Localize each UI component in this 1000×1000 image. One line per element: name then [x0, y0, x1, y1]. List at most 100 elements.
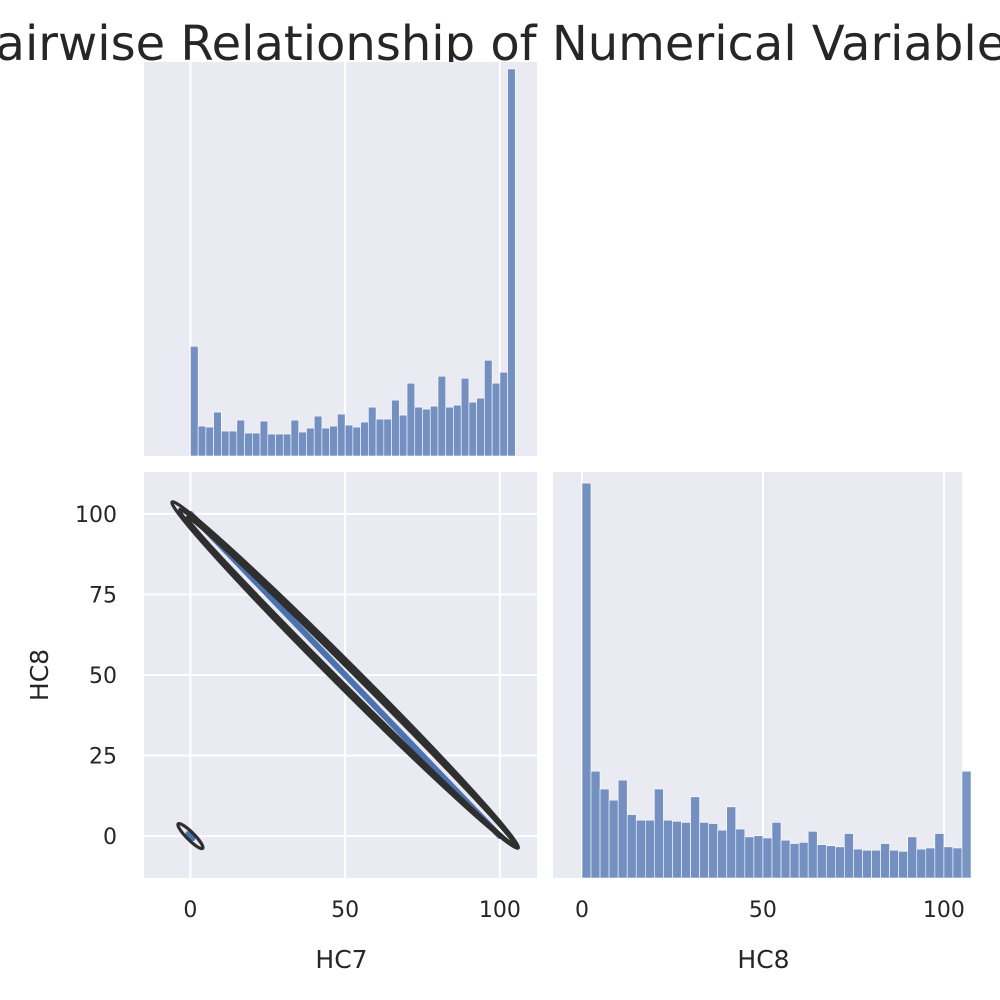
- histogram-bar: [581, 482, 592, 879]
- histogram-bar: [943, 846, 954, 879]
- histogram-bar: [360, 421, 369, 457]
- histogram-bar: [429, 405, 439, 457]
- histogram-bar: [499, 371, 508, 457]
- x-tick-label: 50: [749, 898, 777, 923]
- x-axis-label-hc7: HC7: [315, 945, 367, 974]
- histogram-bar: [290, 419, 300, 457]
- histogram-bar: [437, 375, 447, 457]
- histogram-bar: [654, 788, 664, 879]
- histogram-bar: [735, 828, 746, 879]
- x-tick-label: 0: [183, 898, 197, 923]
- histogram-bar: [835, 846, 845, 879]
- y-axis-label-hc8: HC8: [25, 649, 54, 701]
- histogram-bar: [453, 404, 462, 457]
- y-tick-label: 50: [89, 664, 117, 689]
- histogram-bar: [267, 433, 276, 457]
- histogram-bar: [672, 820, 682, 879]
- histogram-bar: [844, 833, 854, 879]
- histogram-bar: [468, 401, 477, 457]
- x-tick-label: 100: [923, 898, 965, 923]
- kde-plot-hc7-hc8: 0 25 50 75 100 0 50 100 HC7 HC8: [25, 472, 537, 974]
- histogram-bar: [391, 399, 400, 457]
- histogram-bar: [871, 849, 881, 879]
- y-tick-label: 25: [89, 745, 117, 770]
- histogram-bar: [789, 843, 800, 879]
- histogram-bar: [228, 430, 238, 457]
- histogram-bar: [907, 836, 918, 879]
- histogram-bar: [368, 406, 377, 457]
- histogram-bar: [862, 849, 872, 879]
- histogram-bar: [699, 822, 709, 879]
- histogram-bar: [190, 345, 199, 457]
- histogram-bar: [383, 418, 392, 457]
- kde-contour: [170, 500, 520, 850]
- histogram-bar: [221, 430, 230, 457]
- histogram-bar: [635, 819, 646, 879]
- histogram-bar: [644, 819, 655, 879]
- y-tick-label: 75: [89, 583, 117, 608]
- kde-density-core: [187, 510, 503, 840]
- histogram-bar: [825, 845, 836, 879]
- histogram-bar: [762, 837, 773, 879]
- histogram-bar: [780, 839, 791, 879]
- histogram-bar: [352, 426, 361, 457]
- plot-background: [144, 62, 537, 456]
- histogram-bar: [321, 427, 330, 457]
- histogram-bar: [807, 830, 818, 879]
- histogram-bar: [197, 425, 207, 457]
- histogram-bar: [344, 424, 354, 457]
- y-tick-label: 0: [103, 825, 117, 850]
- x-tick-label: 50: [331, 898, 359, 923]
- histogram-bar: [925, 847, 936, 879]
- histogram-bar: [726, 806, 737, 879]
- x-axis-label-hc8: HC8: [737, 945, 789, 974]
- histogram-bar: [422, 408, 431, 457]
- histogram-bar: [853, 848, 863, 879]
- histogram-bar: [717, 829, 728, 879]
- kde-contour: [185, 515, 518, 848]
- histogram-bar: [952, 847, 963, 879]
- histogram-bar: [590, 770, 601, 879]
- histogram-bar: [282, 433, 292, 457]
- histogram-bar: [626, 814, 637, 879]
- histogram-bar: [681, 822, 691, 879]
- y-tick-label: 100: [75, 503, 117, 528]
- histogram-bar: [617, 779, 628, 879]
- histogram-bar: [880, 843, 890, 879]
- kde-contour: [176, 821, 205, 851]
- histogram-bar: [275, 433, 284, 457]
- histogram-bar: [414, 406, 423, 457]
- histogram-bar: [398, 414, 408, 457]
- histogram-bar: [484, 359, 493, 457]
- histogram-bar: [608, 799, 619, 879]
- histogram-bar: [798, 842, 809, 879]
- x-tick-label: 100: [479, 898, 521, 923]
- histogram-bar: [375, 418, 385, 457]
- histogram-bar: [491, 382, 501, 457]
- histogram-bar: [337, 413, 346, 457]
- histogram-bar: [252, 432, 261, 457]
- histogram-bar: [329, 425, 338, 457]
- histogram-bar: [771, 822, 782, 879]
- histogram-bar: [816, 844, 827, 879]
- histogram-bar: [445, 406, 454, 457]
- histogram-bar: [708, 823, 718, 879]
- histogram-bar: [934, 833, 945, 879]
- histogram-bar: [663, 819, 673, 879]
- histogram-bar: [259, 420, 269, 457]
- histogram-bar: [205, 426, 214, 457]
- histogram-bar: [753, 835, 764, 879]
- histogram-hc7: [144, 62, 537, 457]
- histogram-bar: [889, 849, 899, 879]
- histogram-bar: [244, 432, 253, 457]
- histogram-bar: [898, 851, 909, 879]
- x-tick-label: 0: [575, 898, 589, 923]
- histogram-bar: [690, 796, 700, 879]
- histogram-bar: [298, 431, 307, 457]
- histogram-bar: [744, 836, 755, 879]
- histogram-bar: [213, 411, 222, 457]
- histogram-bar: [507, 68, 516, 457]
- histogram-bar: [406, 382, 416, 457]
- histogram-bar: [599, 788, 610, 879]
